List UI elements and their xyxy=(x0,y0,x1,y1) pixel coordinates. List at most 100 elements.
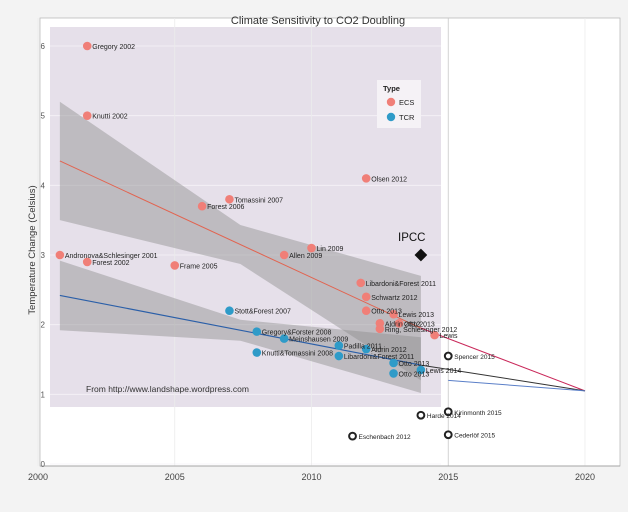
y-tick-label: 4 xyxy=(41,181,46,190)
extra-point-label: Kirinmonth 2015 xyxy=(454,410,502,417)
chart-title: Climate Sensitivity to CO2 Doubling xyxy=(231,15,405,27)
extra-point xyxy=(416,410,426,420)
ecs-point-label: Otto 2013 xyxy=(371,309,402,316)
ecs-point xyxy=(307,243,316,253)
legend-marker-tcr xyxy=(386,112,396,122)
tcr-point-label: Libardoni&Forest 2011 xyxy=(344,354,414,361)
ecs-point-label: Lewis xyxy=(440,333,458,340)
tcr-point xyxy=(334,341,344,350)
y-tick-label: 0 xyxy=(41,460,46,469)
ecs-point xyxy=(225,194,234,204)
credit-text: From http://www.landshape.wordpress.com xyxy=(86,384,249,394)
y-tick-label: 6 xyxy=(41,42,46,51)
x-tick-label: 2005 xyxy=(165,472,185,482)
ecs-point-label: Andronova&Schlesinger 2001 xyxy=(65,253,158,260)
plot-panel xyxy=(50,27,441,407)
ecs-point-label: Schwartz 2012 xyxy=(371,295,417,302)
tcr-point xyxy=(389,358,398,368)
fit-lines xyxy=(59,160,586,392)
tcr-point xyxy=(279,334,289,343)
extra-point xyxy=(348,431,357,441)
ecs-point-label: Ring, Schlesinger 2012 xyxy=(385,327,457,334)
ecs-point xyxy=(375,324,385,334)
ecs-point-label: Lin 2009 xyxy=(317,246,344,253)
ecs-point-label: Tomassini 2007 xyxy=(234,197,283,204)
x-tick-label: 2010 xyxy=(301,472,321,482)
ecs-point-label: Olsen 2012 xyxy=(371,176,407,183)
legend-label-tcr: TCR xyxy=(399,113,415,122)
y-tick-label: 2 xyxy=(41,321,46,330)
y-tick-label: 5 xyxy=(41,112,46,121)
tcr-point-label: Aldrin 2012 xyxy=(371,347,407,354)
legend-marker-ecs xyxy=(386,97,396,107)
legend-label-ecs: ECS xyxy=(399,98,414,107)
tcr-extension-line xyxy=(420,364,586,392)
ecs-point-label: Forest 2006 xyxy=(207,204,244,211)
tcr-point xyxy=(252,348,262,357)
ecs-point xyxy=(361,174,371,183)
ecs-point xyxy=(82,111,92,120)
legend: Type ECS TCR xyxy=(377,80,421,128)
extra-point-label: Eschenbach 2012 xyxy=(359,434,411,441)
ecs-point-label: Forest 2002 xyxy=(92,260,129,267)
ecs-point-label: Otto 2013 xyxy=(404,321,435,328)
ecs-point xyxy=(82,41,92,51)
legend-title: Type xyxy=(383,84,400,93)
ecs-point xyxy=(82,257,92,267)
ecs-point xyxy=(279,250,289,260)
ipcc-label: IPCC xyxy=(398,232,425,244)
tcr-point-label: Gregory&Forster 2008 xyxy=(262,330,332,337)
tcr-point xyxy=(334,351,344,361)
grid-lines xyxy=(37,18,586,466)
tcr-point xyxy=(252,327,262,336)
ecs-point-label: Knutti 2002 xyxy=(92,114,128,121)
ecs-point-label: Lewis 2013 xyxy=(399,312,435,319)
ecs-point xyxy=(389,309,398,319)
extra-point xyxy=(443,351,453,361)
ecs-confidence-band xyxy=(59,101,421,381)
y-tick-label: 3 xyxy=(41,251,46,260)
ipcc-diamond xyxy=(414,248,428,262)
y-tick-label: 1 xyxy=(41,390,46,399)
ecs-point xyxy=(170,261,180,270)
extension-line-blue xyxy=(448,379,586,392)
ecs-point-label: Libardoni&Forest 2011 xyxy=(366,281,436,288)
point-labels: Gregory 2002 Knutti 2002 Andronova&Schlesi… xyxy=(65,44,502,441)
tcr-point-label: Otto 2013 xyxy=(399,371,430,378)
legend-box xyxy=(377,80,421,128)
ecs-point xyxy=(361,306,371,316)
x-tick-label: 2020 xyxy=(575,472,595,482)
tcr-point-label: Meinshausen 2009 xyxy=(289,337,348,344)
tcr-point xyxy=(416,365,426,375)
extra-point-label: Cederlöf 2015 xyxy=(454,433,495,440)
tcr-fit-line xyxy=(59,294,422,366)
tcr-point-label: Stott&Forest 2007 xyxy=(234,309,291,316)
ecs-point xyxy=(55,250,65,260)
data-points xyxy=(55,41,453,441)
ecs-point xyxy=(356,278,366,288)
tcr-point xyxy=(389,369,398,378)
axes: 0 1 2 3 4 5 6 2000 2005 2010 2015 2020 xyxy=(28,42,620,482)
tcr-point-label: Lewis 2014 xyxy=(426,368,462,375)
extra-point-label: Harde 2014 xyxy=(427,413,461,420)
tcr-point-label: Padilla 2011 xyxy=(344,344,382,351)
ecs-point xyxy=(394,318,404,328)
extra-point xyxy=(443,430,453,440)
ecs-fit-line xyxy=(59,160,422,329)
tcr-point xyxy=(225,306,234,316)
ecs-point xyxy=(361,292,371,302)
ecs-extension-line xyxy=(420,327,586,392)
extra-point xyxy=(443,407,453,417)
tcr-point-label: Otto 2013 xyxy=(399,361,430,368)
ipcc-marker-group: IPCC xyxy=(398,232,428,262)
ecs-point-label: Aldrin 2012 xyxy=(385,321,421,328)
tcr-point xyxy=(361,344,371,354)
tcr-point-label: Knutti&Tomassini 2008 xyxy=(262,351,333,358)
extra-point-label: Spencer 2015 xyxy=(454,354,495,361)
confidence-bands xyxy=(59,101,421,393)
ecs-point-label: Allen 2009 xyxy=(289,253,322,260)
ecs-point-label: Gregory 2002 xyxy=(92,44,135,51)
x-tick-label: 2000 xyxy=(28,472,48,482)
